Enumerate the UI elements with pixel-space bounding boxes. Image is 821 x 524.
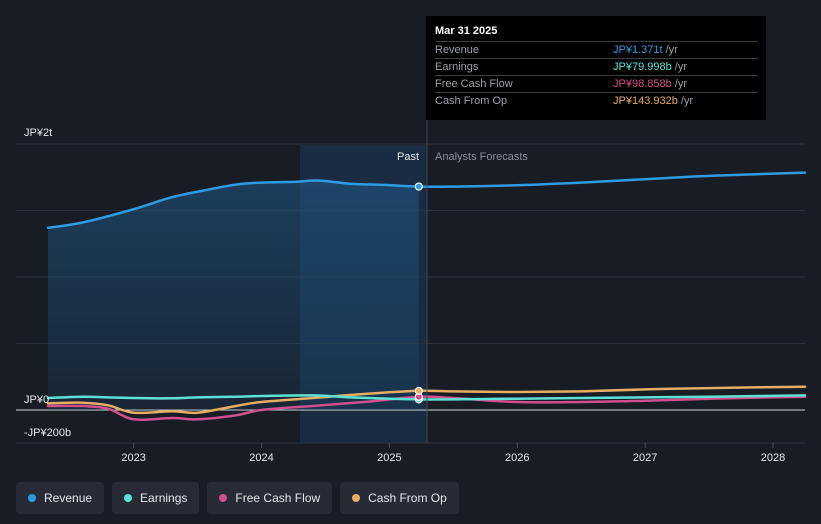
tooltip-value: JP¥79.998b /yr xyxy=(613,61,688,73)
x-tick-label: 2023 xyxy=(121,452,145,464)
tooltip-row-cfo: Cash From Op JP¥143.932b /yr xyxy=(435,92,758,110)
y-label-zero: JP¥0 xyxy=(24,394,49,406)
earnings-line xyxy=(46,394,807,401)
y-label-top: JP¥2t xyxy=(24,127,52,139)
x-tick-label: 2025 xyxy=(377,452,401,464)
legend-label: Revenue xyxy=(44,491,93,505)
legend-label: Free Cash Flow xyxy=(235,491,321,505)
cfo-dot-icon xyxy=(352,494,361,502)
legend-item-revenue[interactable]: Revenue xyxy=(16,482,105,514)
tooltip: Mar 31 2025 Revenue JP¥1.371t /yr Earnin… xyxy=(426,16,766,120)
tooltip-label: Revenue xyxy=(435,44,480,56)
legend-item-earnings[interactable]: Earnings xyxy=(112,482,200,514)
x-tick-label: 2024 xyxy=(249,452,273,464)
tooltip-label: Cash From Op xyxy=(435,95,508,107)
forecast-label: Analysts Forecasts xyxy=(435,151,528,163)
tooltip-date: Mar 31 2025 xyxy=(435,25,498,37)
y-label-bottom: -JP¥200b xyxy=(24,427,71,439)
tooltip-row-earnings: Earnings JP¥79.998b /yr xyxy=(435,58,758,76)
tooltip-label: Earnings xyxy=(435,61,479,73)
legend-label: Earnings xyxy=(140,491,188,505)
tooltip-value: JP¥98.858b /yr xyxy=(613,78,688,90)
cash-from-op-marker xyxy=(414,386,423,395)
legend-label: Cash From Op xyxy=(368,491,447,505)
legend: Revenue Earnings Free Cash Flow Cash Fro… xyxy=(16,482,459,514)
tooltip-label: Free Cash Flow xyxy=(435,78,513,90)
x-tick-label: 2027 xyxy=(633,452,657,464)
revenue-line xyxy=(46,171,807,230)
revenue-area xyxy=(48,180,419,410)
tooltip-value: JP¥1.371t /yr xyxy=(613,44,678,56)
tooltip-row-fcf: Free Cash Flow JP¥98.858b /yr xyxy=(435,75,758,93)
tooltip-value: JP¥143.932b /yr xyxy=(613,95,694,107)
legend-item-cfo[interactable]: Cash From Op xyxy=(340,482,459,514)
x-tick-label: 2028 xyxy=(761,452,785,464)
fcf-dot-icon xyxy=(219,494,228,502)
tooltip-row-revenue: Revenue JP¥1.371t /yr xyxy=(435,41,758,59)
legend-item-fcf[interactable]: Free Cash Flow xyxy=(207,482,333,514)
free-cash-flow-line xyxy=(46,395,807,422)
revenue-dot-icon xyxy=(28,494,36,502)
revenue-marker xyxy=(414,182,423,191)
earnings-dot-icon xyxy=(124,494,133,502)
chart: JP¥2t JP¥0 -JP¥200b Past Analysts Foreca… xyxy=(16,120,807,464)
past-label: Past xyxy=(397,151,419,163)
cash-from-op-line xyxy=(46,385,807,415)
x-tick-label: 2026 xyxy=(505,452,529,464)
